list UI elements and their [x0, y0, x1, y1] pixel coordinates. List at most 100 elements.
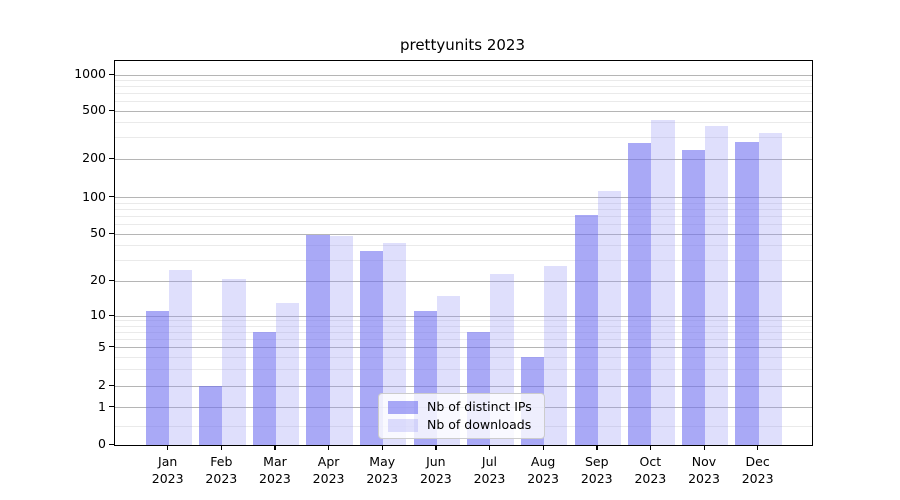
x-tick-year: 2023 — [741, 471, 774, 486]
gridline-minor — [115, 338, 812, 340]
bar-distinct-ips-sep — [574, 215, 598, 445]
x-tick-year: 2023 — [580, 471, 613, 486]
gridline-minor — [115, 86, 812, 88]
y-tick-label-5: 5 — [98, 338, 106, 354]
x-tick-mark — [488, 445, 491, 450]
gridline-minor — [115, 208, 812, 210]
y-tick-label-50: 50 — [90, 225, 106, 241]
x-tick-mark — [757, 445, 759, 450]
x-tick-mark — [649, 445, 652, 450]
bar-downloads-aug — [544, 265, 568, 445]
gridline-major — [115, 158, 812, 160]
y-tick-label-200: 200 — [82, 150, 106, 166]
gridline-minor — [115, 245, 812, 247]
bar-downloads-sep — [597, 190, 621, 445]
x-tick-label-jan: Jan 2023 — [136, 453, 200, 487]
legend: Nb of distinct IPs Nb of downloads — [378, 393, 545, 439]
x-tick-label-aug: Aug 2023 — [511, 453, 575, 487]
gridline-minor — [115, 325, 812, 327]
y-tick-mark — [109, 73, 114, 75]
gridline-major — [115, 280, 812, 282]
x-tick-year: 2023 — [312, 471, 345, 486]
x-tick-month: Jan — [158, 454, 178, 469]
y-tick-mark — [109, 279, 114, 281]
bar-downloads-jan — [168, 269, 192, 445]
x-tick-mark — [381, 445, 384, 450]
x-tick-label-oct: Oct 2023 — [618, 453, 682, 487]
bar-distinct-ips-oct — [628, 143, 652, 445]
y-tick-label-20: 20 — [90, 272, 106, 287]
legend-label-distinct-ips: Nb of distinct IPs — [427, 399, 532, 414]
bar-distinct-ips-nov — [681, 150, 705, 445]
x-tick-mark — [542, 445, 544, 450]
bar-distinct-ips-feb — [199, 386, 223, 445]
x-tick-year: 2023 — [259, 471, 291, 486]
y-tick-mark — [109, 443, 114, 445]
gridline-major — [115, 74, 812, 76]
gridline-major — [115, 347, 812, 349]
x-tick-label-jul: Jul 2023 — [457, 453, 521, 487]
x-tick-label-may: May 2023 — [350, 453, 414, 487]
bar-downloads-apr — [329, 236, 353, 445]
x-tick-month: Feb — [210, 454, 233, 469]
x-tick-mark — [703, 445, 705, 450]
x-tick-year: 2023 — [688, 471, 720, 486]
y-tick-mark — [109, 196, 114, 198]
x-tick-label-jun: Jun 2023 — [404, 453, 468, 487]
x-tick-mark — [274, 445, 276, 450]
x-tick-month: Aug — [530, 454, 556, 469]
gridline-minor — [115, 320, 812, 322]
y-tick-label-1: 1 — [98, 398, 106, 414]
y-tick-mark — [109, 157, 114, 160]
x-tick-month: Mar — [263, 454, 287, 469]
y-tick-label-100: 100 — [82, 188, 106, 204]
gridline-major — [115, 385, 812, 387]
legend-label-downloads: Nb of downloads — [427, 417, 532, 432]
y-tick-mark — [109, 346, 114, 348]
x-tick-year: 2023 — [527, 471, 560, 486]
gridline-minor — [115, 216, 812, 218]
y-tick-label-1000: 1000 — [74, 66, 106, 81]
plot-area: Nb of distinct IPs Nb of downloads — [114, 60, 813, 446]
x-tick-month: Jun — [426, 454, 446, 469]
bar-downloads-mar — [275, 302, 300, 445]
y-tick-label-2: 2 — [98, 377, 106, 392]
gridline-minor — [115, 259, 812, 261]
x-tick-month: Sep — [584, 454, 609, 469]
gridline-minor — [115, 368, 812, 370]
bar-downloads-feb — [222, 278, 246, 445]
x-tick-month: Nov — [691, 454, 717, 469]
x-tick-month: Oct — [639, 454, 662, 469]
x-tick-month: Dec — [745, 454, 770, 469]
gridline-minor — [115, 356, 812, 358]
bar-downloads-oct — [651, 119, 675, 445]
x-tick-year: 2023 — [419, 471, 452, 486]
y-tick-mark — [109, 314, 114, 316]
bar-downloads-dec — [758, 133, 782, 445]
y-tick-mark — [109, 232, 114, 235]
y-tick-mark — [109, 109, 114, 111]
gridline-minor — [115, 122, 812, 124]
y-tick-label-0: 0 — [98, 436, 106, 451]
gridline-minor — [115, 331, 812, 333]
bar-distinct-ips-jan — [145, 311, 169, 445]
x-tick-label-nov: Nov 2023 — [672, 453, 736, 487]
x-tick-month: Apr — [317, 454, 340, 469]
bar-distinct-ips-mar — [252, 332, 276, 445]
x-tick-year: 2023 — [473, 471, 506, 486]
bar-downloads-nov — [705, 126, 729, 445]
gridline-major — [115, 233, 812, 235]
chart-title: prettyunits 2023 — [399, 36, 526, 54]
x-tick-label-mar: Mar 2023 — [243, 453, 307, 487]
gridline-minor — [115, 224, 812, 226]
gridline-minor — [115, 137, 812, 139]
gridline-minor — [115, 79, 812, 81]
x-tick-mark — [167, 445, 169, 450]
legend-entry-downloads: Nb of downloads — [379, 418, 544, 432]
y-tick-mark — [109, 406, 114, 408]
x-tick-label-sep: Sep 2023 — [565, 453, 629, 487]
x-tick-year: 2023 — [634, 471, 667, 486]
y-tick-label-10: 10 — [90, 307, 106, 322]
x-tick-year: 2023 — [366, 471, 399, 486]
